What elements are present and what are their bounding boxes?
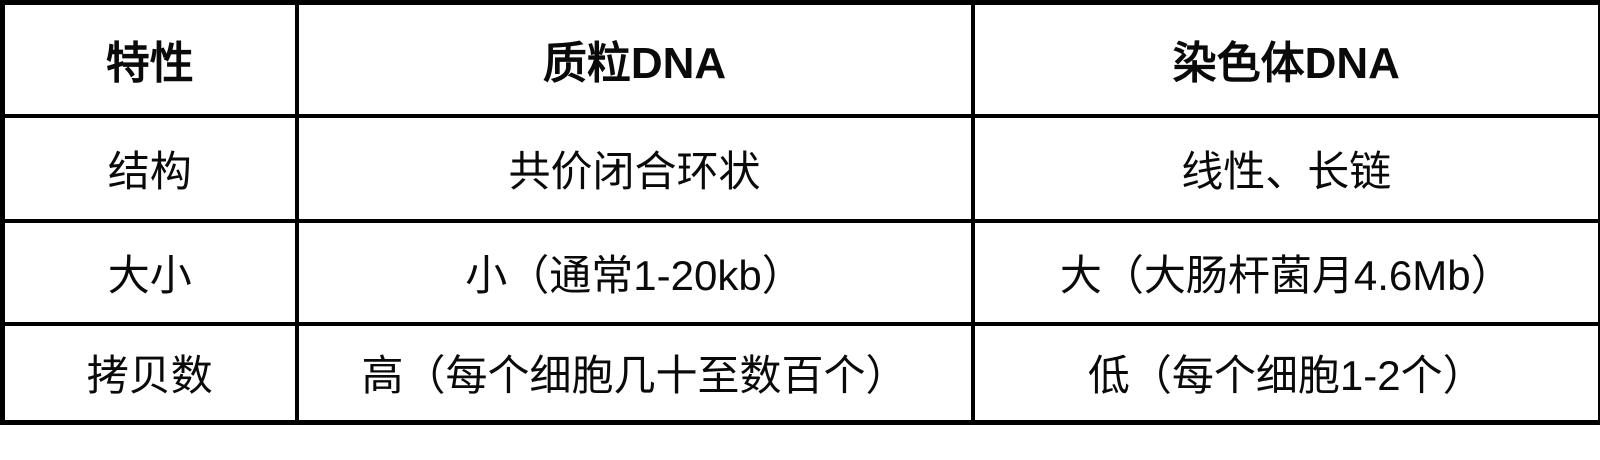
table-row-structure: 结构 共价闭合环状 线性、长链 (0, 113, 1600, 223)
row-label-structure: 结构 (0, 113, 299, 223)
column-header-plasmid-dna: 质粒DNA (294, 0, 975, 118)
row-label-copy-number: 拷贝数 (0, 321, 299, 425)
table-row-size: 大小 小（通常1-20kb） 大（大肠杆菌月4.6Mb） (0, 218, 1600, 326)
cell-structure-chromosome: 线性、长链 (970, 113, 1600, 223)
cell-copy-number-chromosome: 低（每个细胞1-2个） (970, 321, 1600, 425)
cell-copy-number-plasmid: 高（每个细胞几十至数百个） (294, 321, 975, 425)
cell-size-plasmid: 小（通常1-20kb） (294, 218, 975, 326)
column-header-chromosomal-dna: 染色体DNA (970, 0, 1600, 118)
cell-structure-plasmid: 共价闭合环状 (294, 113, 975, 223)
cell-size-chromosome: 大（大肠杆菌月4.6Mb） (970, 218, 1600, 326)
column-header-feature: 特性 (0, 0, 299, 118)
row-label-size: 大小 (0, 218, 299, 326)
table-header-row: 特性 质粒DNA 染色体DNA (0, 0, 1600, 118)
table-row-copy-number: 拷贝数 高（每个细胞几十至数百个） 低（每个细胞1-2个） (0, 321, 1600, 425)
comparison-table: 特性 质粒DNA 染色体DNA 结构 共价闭合环状 线性、长链 大小 小（通常1… (0, 0, 1600, 425)
